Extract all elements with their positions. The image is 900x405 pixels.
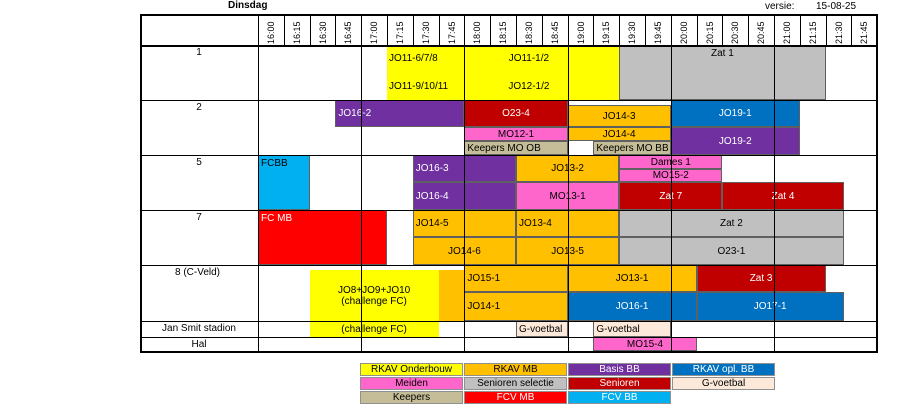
field-label: 5 — [196, 157, 202, 168]
jo19-2-block: JO19-2 — [670, 127, 800, 155]
challenge-block: JO8+JO9+JO10 (challenge FC) — [309, 270, 439, 321]
legend-fcvmb-swatch: FCV MB — [464, 391, 567, 404]
legend-basisbb-swatch: Basis BB — [568, 363, 671, 376]
time-column-line — [541, 14, 543, 45]
time-column-line — [645, 14, 646, 45]
time-column-line — [309, 14, 311, 45]
time-column-line — [825, 14, 827, 45]
field-label: Jan Smit stadion — [162, 323, 236, 334]
hour-line — [670, 45, 672, 351]
legend-senioren-swatch: Senioren — [568, 377, 671, 390]
zat7-block: Zat 7 — [619, 182, 723, 210]
jo17-1-block: JO17-1 — [696, 292, 844, 321]
legend-keepers-swatch: Keepers — [360, 391, 463, 404]
time-column-line — [438, 14, 440, 45]
zat3-block: Zat 3 — [696, 265, 826, 292]
version-label: versie: — [765, 1, 795, 12]
time-column-line — [670, 14, 672, 45]
field-label: 7 — [196, 212, 202, 223]
grid-left-border — [140, 14, 142, 353]
field-label: Hal — [191, 339, 207, 350]
jo16-1-block: JO16-1 — [567, 292, 697, 321]
time-column-line — [387, 14, 388, 45]
jo11-678-block: JO11-6/7/8 — [387, 45, 491, 72]
hour-line — [258, 45, 259, 351]
time-column-line — [774, 14, 775, 45]
block-line-2: (challenge FC) — [341, 295, 407, 307]
time-column-line — [412, 14, 414, 45]
grid-top-border — [140, 14, 876, 16]
legend-oplbb-swatch: RKAV opl. BB — [672, 363, 775, 376]
row-border — [140, 351, 876, 353]
o23-1-block: O23-1 — [619, 237, 844, 265]
day-title: Dinsdag — [228, 0, 268, 11]
fcbb-block: FCBB — [258, 155, 310, 210]
time-column-line — [799, 14, 801, 45]
time-column-line — [464, 14, 466, 45]
legend-fcvbb-swatch: FCV BB — [568, 391, 671, 404]
y-fill-block — [567, 45, 620, 100]
field-label: 2 — [196, 102, 202, 113]
time-column-line — [516, 14, 517, 45]
time-column-line — [361, 14, 363, 45]
time-column-line — [283, 14, 285, 45]
jo11-12-block: JO11-1/2 — [490, 45, 568, 72]
time-column-line — [748, 14, 750, 45]
row-border — [140, 265, 876, 266]
keepers-bb-block: Keepers MO BB — [593, 141, 671, 155]
jo15-1-block: JO15-1 — [464, 265, 568, 292]
row-border — [140, 321, 876, 322]
time-column-line — [722, 14, 724, 45]
mo15-2-block: MO15-2 — [619, 169, 723, 182]
time-column-line — [619, 14, 621, 45]
time-column-line — [567, 14, 569, 45]
row-border — [140, 100, 876, 101]
jo19-1-block: JO19-1 — [670, 100, 800, 127]
version-value: 15-08-25 — [816, 1, 857, 12]
row-border — [140, 337, 876, 338]
jo12-12-block: JO12-1/2 — [490, 72, 568, 100]
time-column-line — [335, 14, 337, 45]
legend-meiden-swatch: Meiden — [360, 377, 463, 390]
jo16-2-block: JO16-2 — [335, 100, 465, 127]
block-line-1: JO8+JO9+JO10 — [337, 284, 411, 296]
row-border — [140, 155, 876, 156]
challenge-block: (challenge FC) — [309, 321, 439, 337]
zat4-block: Zat 4 — [722, 182, 844, 210]
row-border — [140, 210, 876, 211]
time-column-line — [593, 14, 595, 45]
field-label: 8 (C-Veld) — [175, 267, 221, 278]
hour-line — [567, 45, 569, 351]
mb-top-block — [438, 270, 465, 321]
hour-line — [464, 45, 466, 351]
time-column-line — [696, 14, 698, 45]
time-column-line — [490, 14, 492, 45]
field-label: 1 — [196, 47, 202, 58]
hour-line — [774, 45, 775, 351]
time-column-line — [851, 14, 853, 45]
legend-onderbouw-swatch: RKAV Onderbouw — [360, 363, 463, 376]
jo14-1-block: JO14-1 — [464, 292, 568, 321]
legend-mb-swatch: RKAV MB — [464, 363, 567, 376]
jo11-91011-block: JO11-9/10/11 — [387, 72, 491, 100]
legend-senselectie-swatch: Senioren selectie — [464, 377, 567, 390]
header-bottom-border — [140, 45, 876, 47]
hour-line — [361, 45, 363, 351]
legend-gvoetbal-swatch: G-voetbal — [672, 377, 775, 390]
grid-right-border — [876, 14, 878, 353]
